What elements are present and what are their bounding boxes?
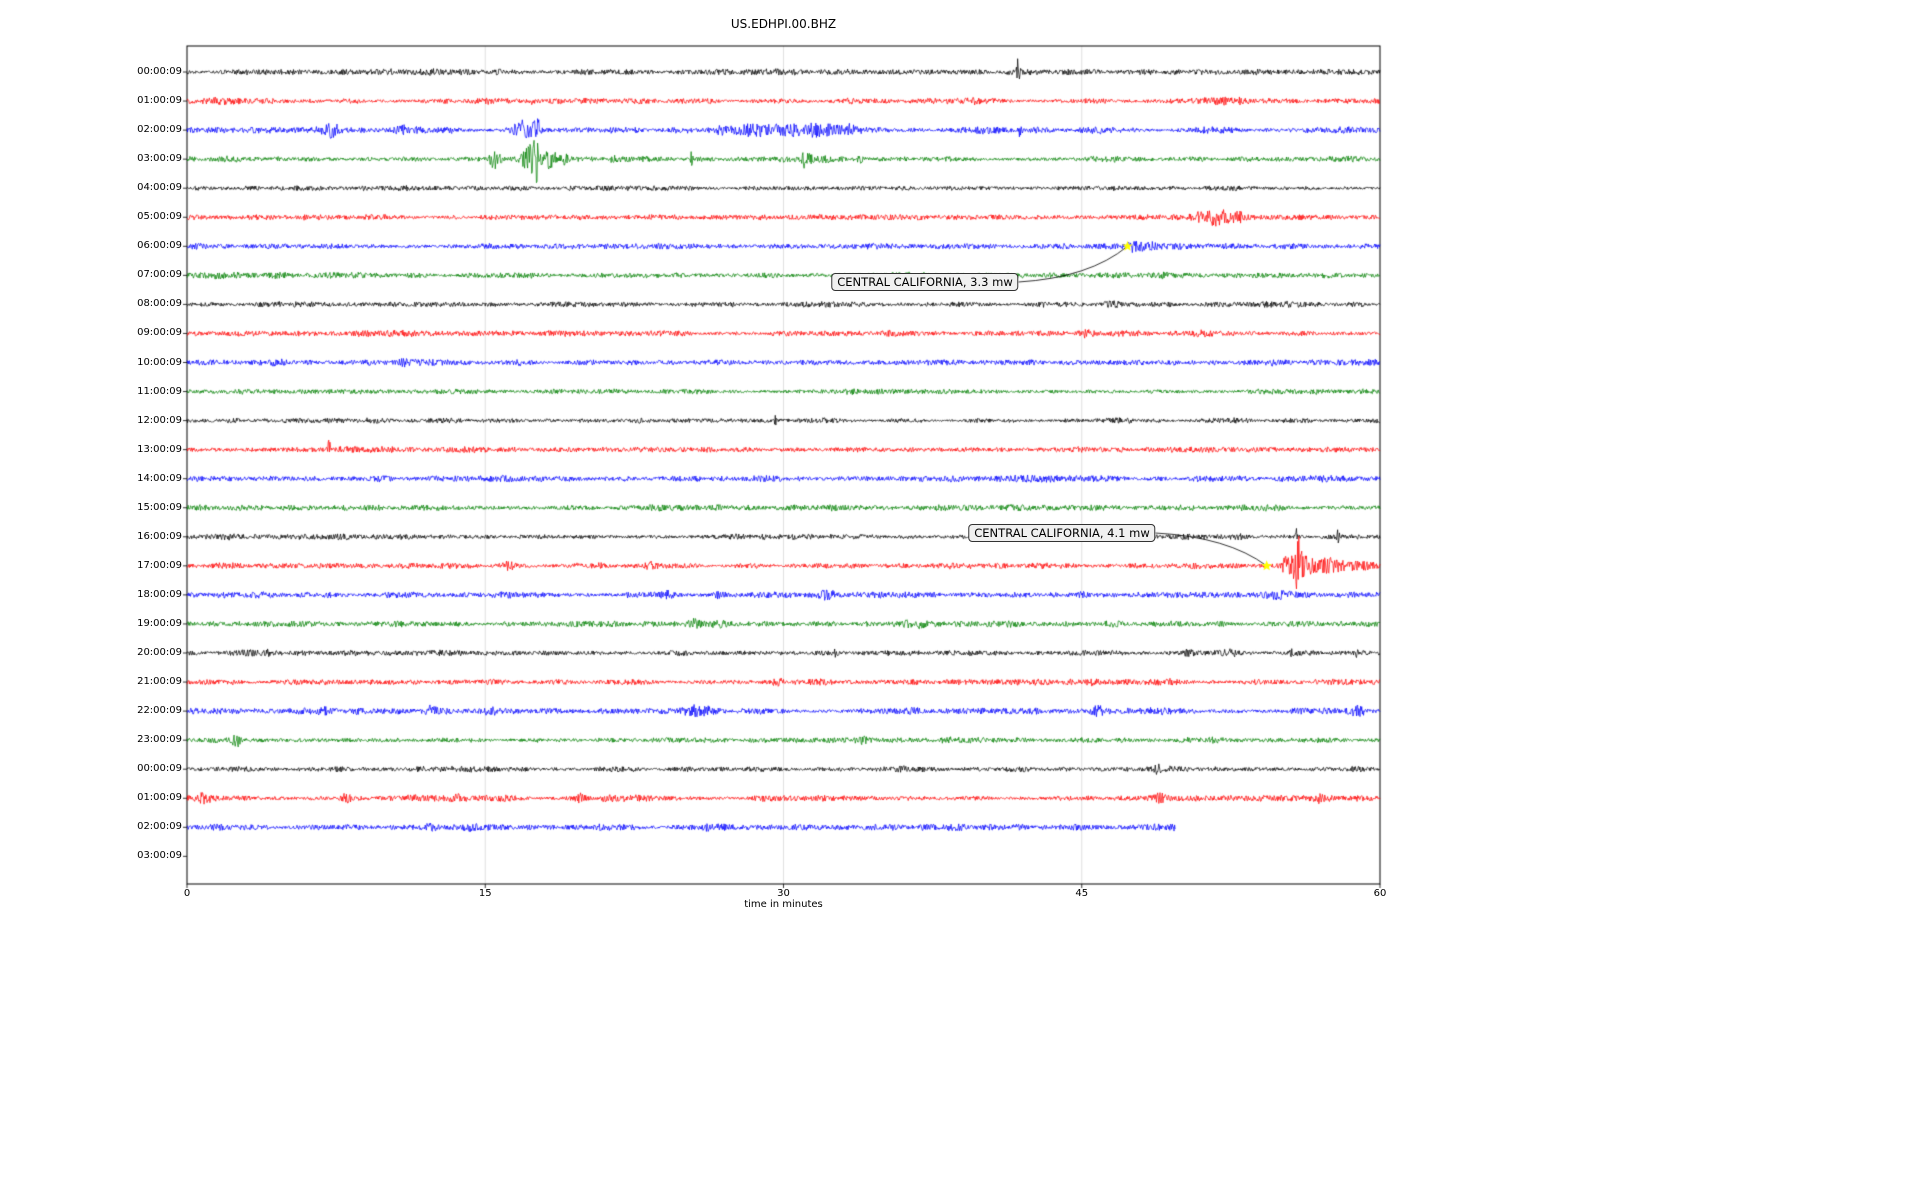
event-annotation-text: CENTRAL CALIFORNIA, 4.1 mw	[974, 526, 1150, 540]
x-tick-label: 30	[777, 888, 790, 899]
y-tick-label: 17:00:09	[137, 559, 182, 571]
y-tick-label: 21:00:09	[137, 676, 182, 688]
x-tick-label: 0	[183, 888, 191, 899]
y-tick-label: 14:00:09	[137, 472, 182, 484]
event-annotation-text: CENTRAL CALIFORNIA, 3.3 mw	[837, 275, 1013, 289]
y-tick-label: 02:00:09	[137, 124, 182, 136]
y-tick-label: 00:00:09	[137, 763, 182, 775]
y-tick-label: 06:00:09	[137, 240, 182, 252]
y-tick-label: 22:00:09	[137, 705, 182, 717]
y-tick-label: 04:00:09	[137, 182, 182, 194]
y-tick-label: 01:00:09	[137, 792, 182, 804]
y-tick-label: 00:00:09	[137, 66, 182, 77]
x-tick-label: 15	[478, 888, 492, 899]
x-tick-label: 60	[1373, 888, 1387, 899]
y-tick-label: 03:00:09	[137, 153, 182, 165]
x-axis-label: time in minutes	[744, 899, 823, 910]
y-tick-label: 10:00:09	[137, 356, 182, 368]
y-tick-label: 19:00:09	[137, 617, 182, 629]
y-tick-label: 18:00:09	[137, 588, 182, 600]
x-tick-label: 45	[1075, 888, 1089, 899]
y-tick-label: 11:00:09	[137, 385, 182, 397]
y-tick-label: 05:00:09	[137, 211, 182, 223]
y-tick-label: 01:00:09	[137, 95, 182, 107]
y-tick-label: 02:00:09	[137, 821, 182, 833]
y-tick-label: 12:00:09	[137, 414, 182, 426]
y-tick-label: 07:00:09	[137, 269, 182, 281]
event-annotation: CENTRAL CALIFORNIA, 4.1 mw	[968, 524, 1156, 542]
y-tick-label: 08:00:09	[137, 298, 182, 310]
y-tick-label: 03:00:09	[137, 850, 182, 862]
y-tick-label: 13:00:09	[137, 443, 182, 455]
figure-title: US.EDHPI.00.BHZ	[730, 17, 837, 31]
y-tick-label: 09:00:09	[137, 327, 182, 339]
event-annotation: CENTRAL CALIFORNIA, 3.3 mw	[831, 273, 1019, 291]
y-tick-label: 20:00:09	[137, 647, 182, 658]
y-tick-label: 23:00:09	[137, 734, 182, 746]
y-tick-label: 15:00:09	[137, 501, 182, 513]
y-tick-label: 16:00:09	[137, 530, 182, 542]
